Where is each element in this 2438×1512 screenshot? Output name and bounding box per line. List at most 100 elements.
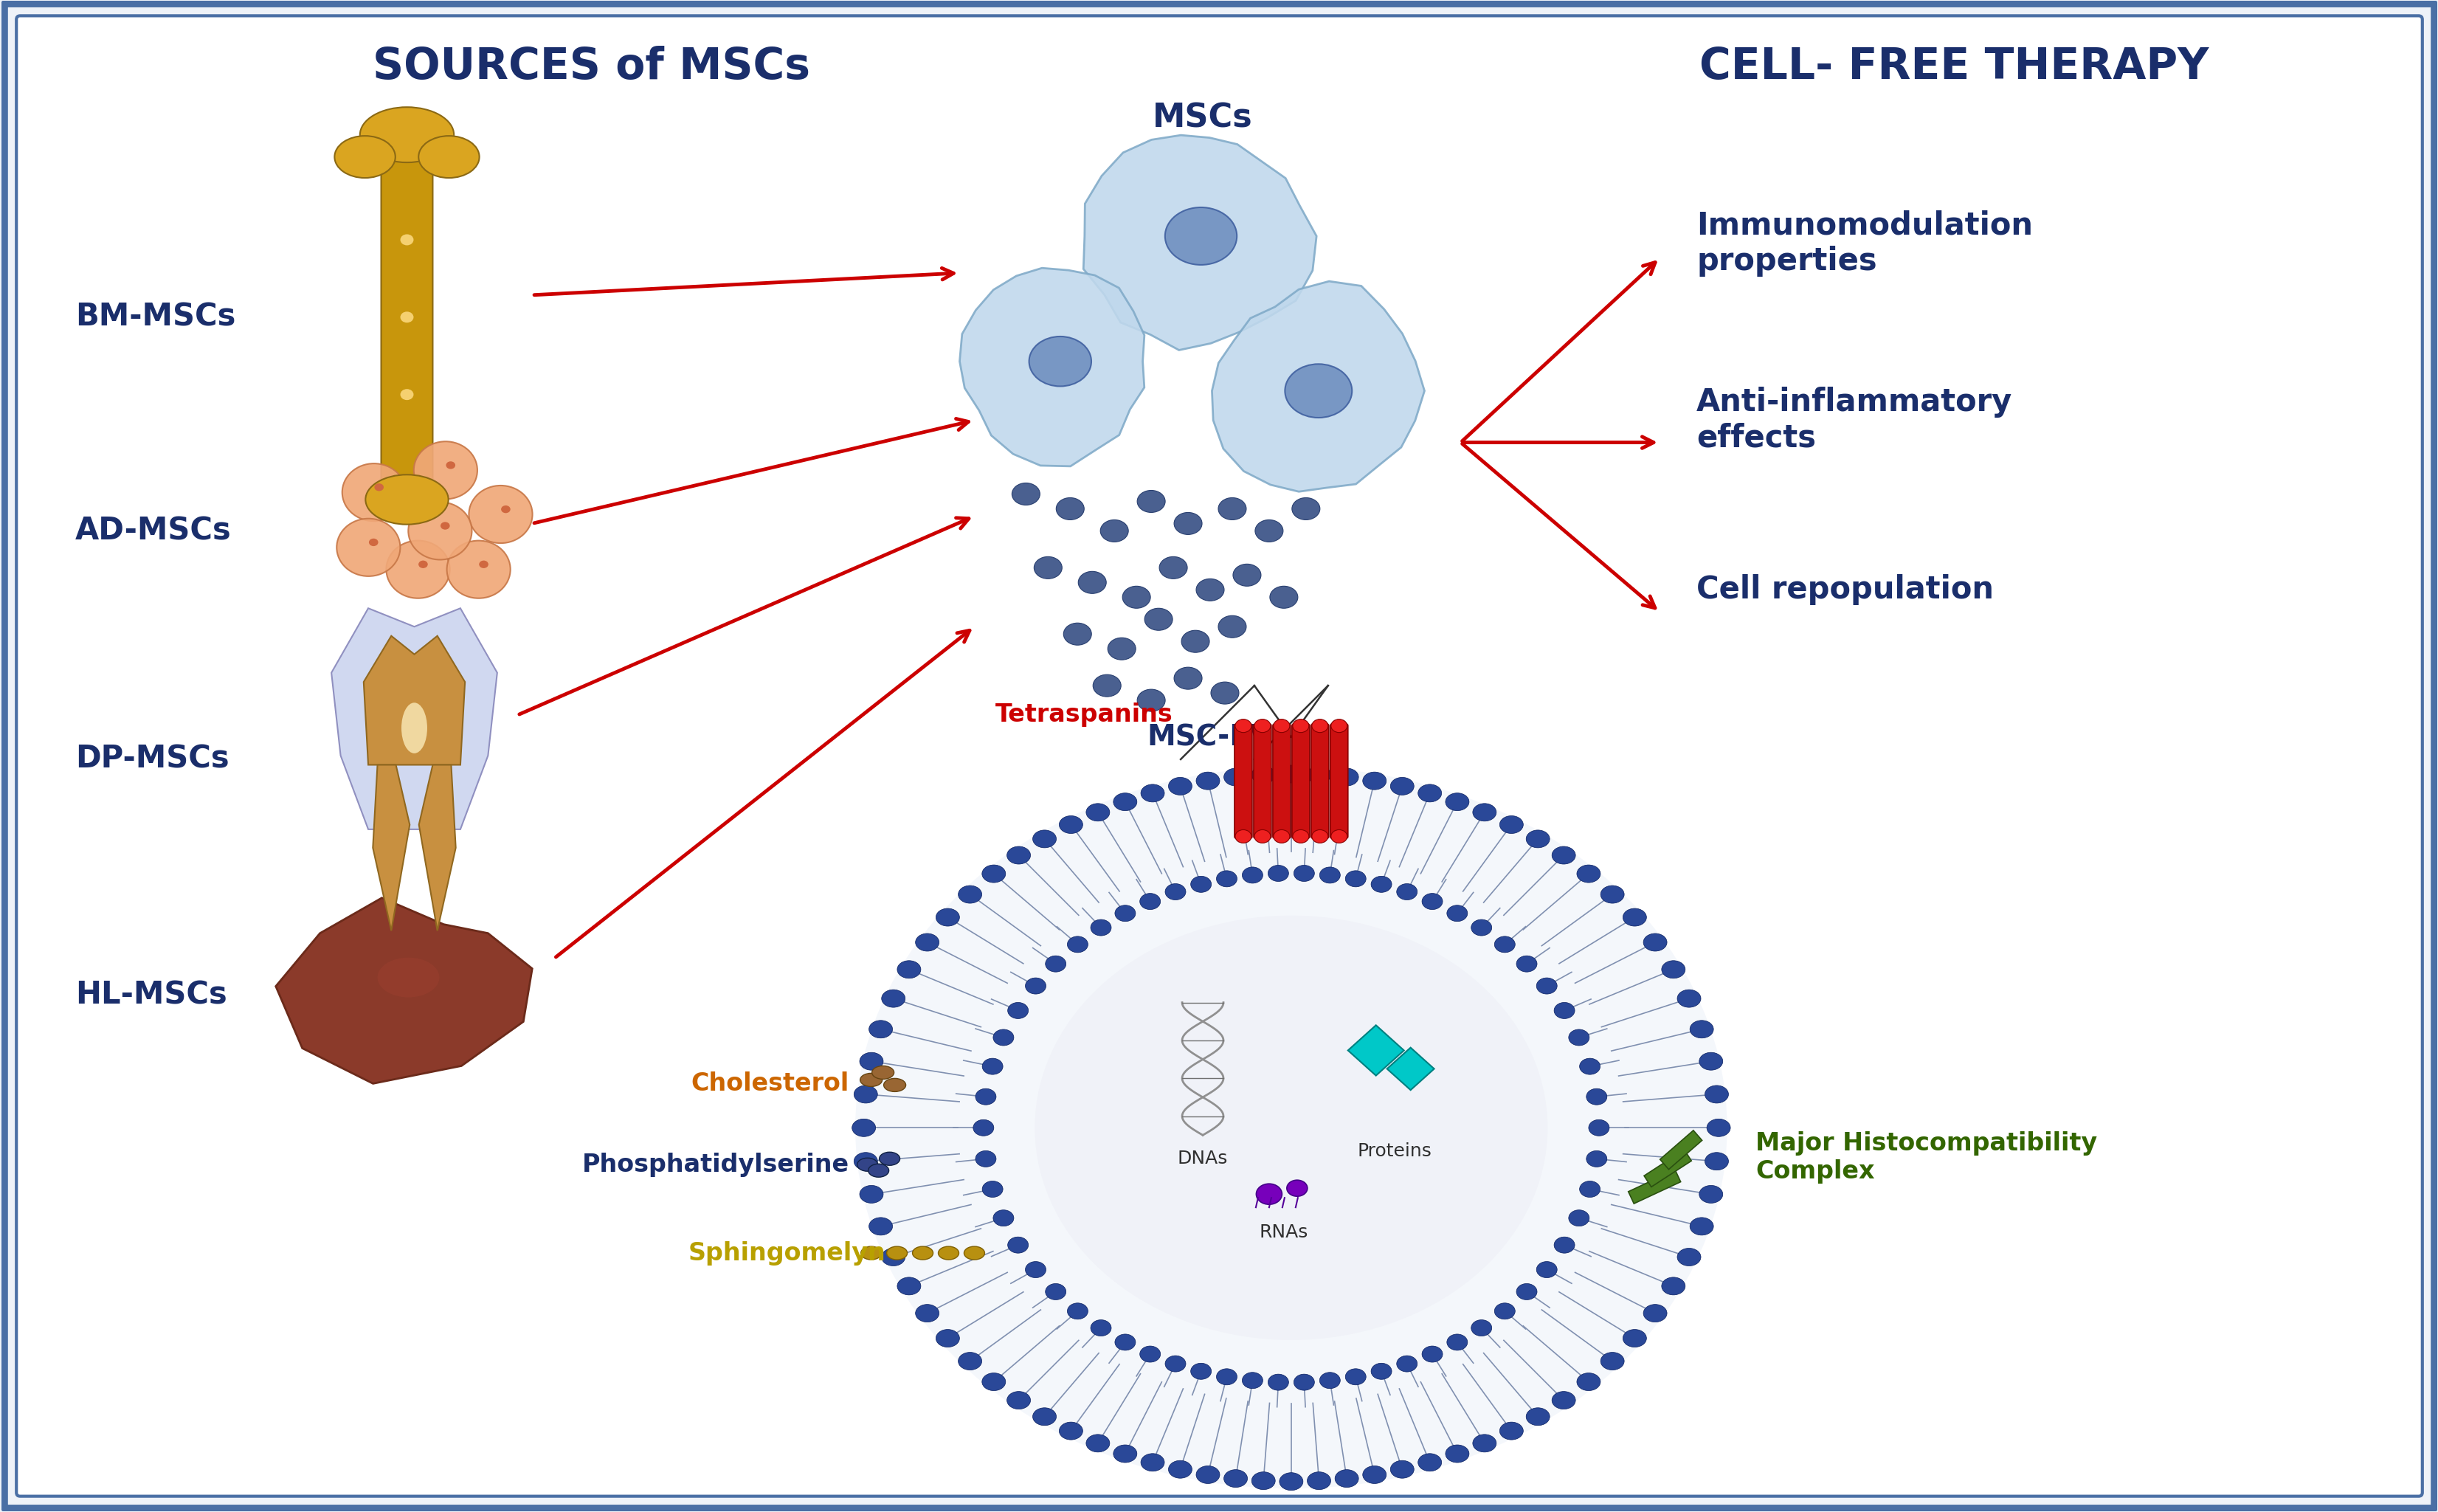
Ellipse shape <box>1312 720 1329 732</box>
Ellipse shape <box>1553 1002 1575 1019</box>
FancyBboxPatch shape <box>380 135 432 500</box>
Ellipse shape <box>1234 720 1251 732</box>
Ellipse shape <box>936 1329 958 1347</box>
Ellipse shape <box>1158 556 1187 579</box>
Ellipse shape <box>1577 1373 1599 1391</box>
Ellipse shape <box>1107 638 1136 659</box>
Ellipse shape <box>1536 978 1555 993</box>
Ellipse shape <box>1363 773 1385 789</box>
Text: Cell repopulation: Cell repopulation <box>1697 575 1994 605</box>
FancyBboxPatch shape <box>1329 724 1348 839</box>
Ellipse shape <box>1677 990 1699 1007</box>
Ellipse shape <box>1312 830 1329 844</box>
Ellipse shape <box>1499 816 1524 833</box>
Ellipse shape <box>1046 1284 1065 1300</box>
Ellipse shape <box>897 960 922 978</box>
Ellipse shape <box>1063 623 1092 646</box>
Polygon shape <box>332 608 497 829</box>
Ellipse shape <box>1536 1261 1555 1278</box>
Ellipse shape <box>963 1246 985 1259</box>
Ellipse shape <box>861 1246 880 1259</box>
Ellipse shape <box>1421 894 1443 910</box>
Ellipse shape <box>1577 865 1599 883</box>
Ellipse shape <box>1092 674 1121 697</box>
Ellipse shape <box>1114 906 1136 921</box>
Ellipse shape <box>1446 906 1468 921</box>
Ellipse shape <box>868 1164 887 1178</box>
Ellipse shape <box>1621 909 1646 927</box>
Ellipse shape <box>1346 871 1365 888</box>
Ellipse shape <box>1704 1086 1729 1104</box>
Ellipse shape <box>880 1249 904 1266</box>
FancyBboxPatch shape <box>1273 724 1290 839</box>
Ellipse shape <box>1334 1470 1358 1488</box>
Ellipse shape <box>868 1217 892 1235</box>
Ellipse shape <box>1219 615 1246 638</box>
Text: HL-MSCs: HL-MSCs <box>76 980 227 1010</box>
Ellipse shape <box>1587 1120 1609 1136</box>
Ellipse shape <box>1370 875 1392 892</box>
Ellipse shape <box>361 107 453 162</box>
Ellipse shape <box>1699 1185 1721 1204</box>
Ellipse shape <box>1241 866 1263 883</box>
Ellipse shape <box>1677 1249 1699 1266</box>
Ellipse shape <box>334 136 395 178</box>
Ellipse shape <box>1085 803 1109 821</box>
Ellipse shape <box>1219 497 1246 520</box>
Ellipse shape <box>1139 1346 1160 1362</box>
Ellipse shape <box>1390 1461 1414 1479</box>
Polygon shape <box>1629 1170 1680 1204</box>
Ellipse shape <box>858 1052 883 1070</box>
FancyBboxPatch shape <box>1234 724 1251 839</box>
Polygon shape <box>1212 281 1424 491</box>
Polygon shape <box>1348 1025 1404 1075</box>
Ellipse shape <box>1270 587 1297 608</box>
Ellipse shape <box>1416 785 1441 801</box>
Ellipse shape <box>1165 883 1185 900</box>
Ellipse shape <box>1190 875 1212 892</box>
Ellipse shape <box>914 1305 939 1321</box>
Ellipse shape <box>1660 1278 1685 1294</box>
Ellipse shape <box>1580 1058 1599 1075</box>
Ellipse shape <box>1195 579 1224 600</box>
Ellipse shape <box>1268 1374 1287 1391</box>
Ellipse shape <box>500 505 510 513</box>
Polygon shape <box>373 765 410 931</box>
Ellipse shape <box>1473 803 1497 821</box>
Polygon shape <box>1387 1048 1434 1090</box>
Ellipse shape <box>1494 936 1514 953</box>
Text: MSC-EVs: MSC-EVs <box>1146 723 1287 751</box>
Ellipse shape <box>407 502 471 559</box>
Ellipse shape <box>1058 1423 1082 1439</box>
Ellipse shape <box>1212 682 1239 705</box>
Ellipse shape <box>1256 1184 1282 1205</box>
Ellipse shape <box>1287 1179 1307 1196</box>
Ellipse shape <box>1090 919 1112 936</box>
Ellipse shape <box>1241 1373 1263 1388</box>
Ellipse shape <box>1234 564 1260 587</box>
Ellipse shape <box>1599 886 1624 903</box>
Ellipse shape <box>883 1078 904 1092</box>
Text: Anti-inflammatory
effects: Anti-inflammatory effects <box>1697 387 2011 454</box>
Ellipse shape <box>1007 1002 1029 1019</box>
Ellipse shape <box>1499 1423 1524 1439</box>
Ellipse shape <box>1114 1334 1136 1350</box>
Ellipse shape <box>1165 207 1236 265</box>
Ellipse shape <box>1397 883 1416 900</box>
Ellipse shape <box>1585 1151 1607 1167</box>
Ellipse shape <box>1224 768 1248 786</box>
Ellipse shape <box>1331 830 1346 844</box>
Ellipse shape <box>1168 1461 1192 1479</box>
Ellipse shape <box>1526 1408 1548 1426</box>
Ellipse shape <box>880 990 904 1007</box>
Ellipse shape <box>914 933 939 951</box>
Ellipse shape <box>402 703 427 753</box>
Polygon shape <box>419 765 456 931</box>
Ellipse shape <box>1168 777 1192 795</box>
Polygon shape <box>275 898 531 1084</box>
Ellipse shape <box>1173 667 1202 689</box>
Ellipse shape <box>868 1021 892 1039</box>
Polygon shape <box>1082 135 1317 351</box>
Ellipse shape <box>973 1120 995 1136</box>
Text: Proteins: Proteins <box>1358 1143 1431 1160</box>
